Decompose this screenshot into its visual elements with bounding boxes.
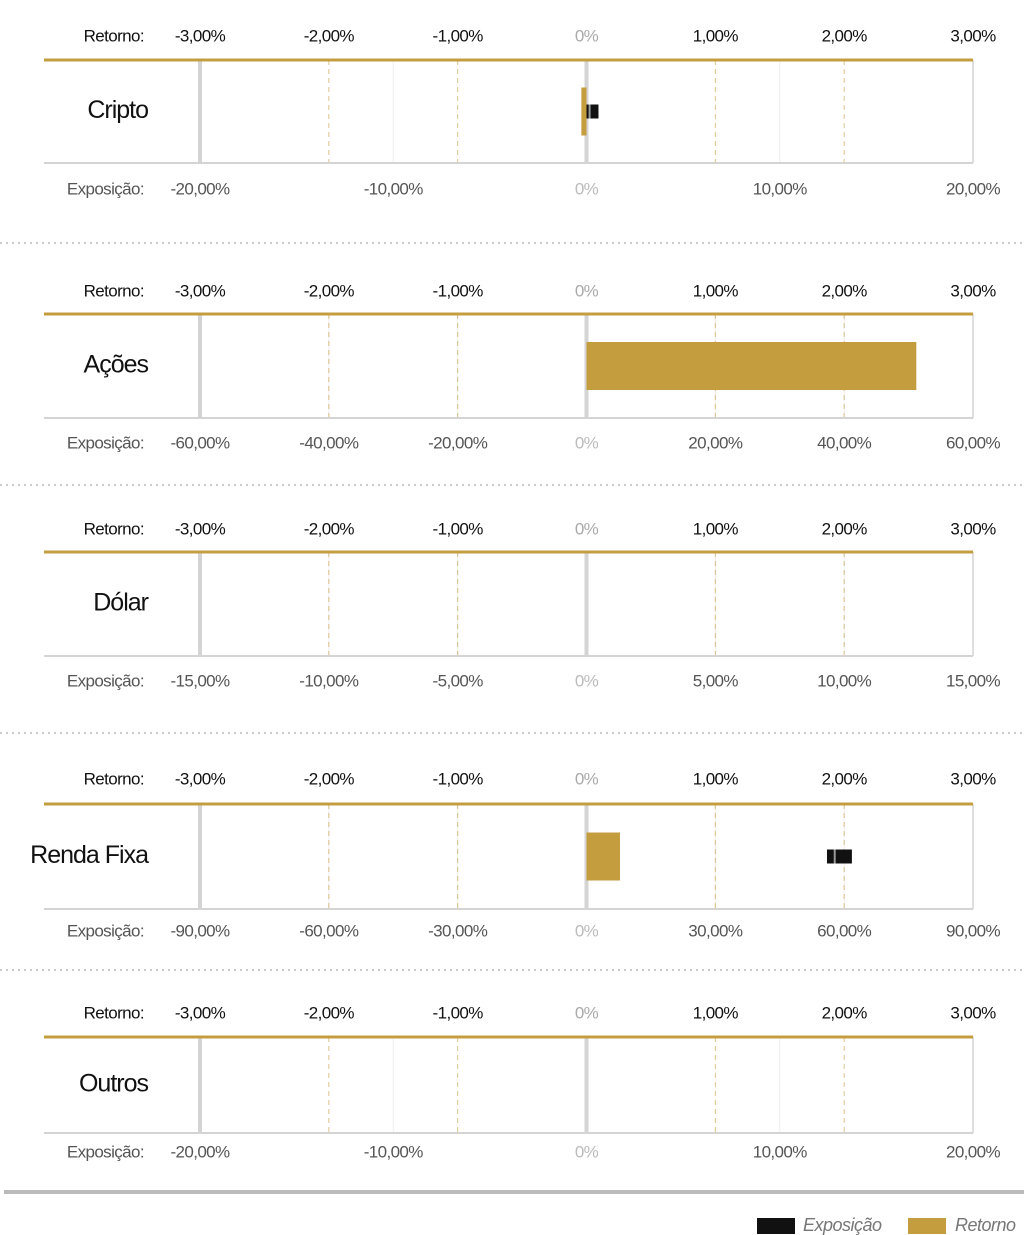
x-tick-label: 0% [575,281,599,300]
x2-tick-label: 0% [575,1142,599,1161]
x-tick-label: -1,00% [433,26,484,45]
x2-tick-label: 20,00% [688,433,743,452]
x-tick-label: -2,00% [304,281,355,300]
x-tick-label: 2,00% [822,281,868,300]
exposure-range [586,104,599,119]
category-label: Outros [79,1070,149,1098]
x-tick-label: 3,00% [950,26,996,45]
x-tick-label: 1,00% [693,281,739,300]
x-tick-label: 3,00% [950,1003,996,1022]
x-tick-label: 0% [575,769,599,788]
x-tick-label: -3,00% [175,769,226,788]
x-tick-label: 1,00% [693,519,739,538]
x2-tick-label: 60,00% [817,921,872,940]
x-tick-label: 2,00% [822,26,868,45]
x2-tick-label: 20,00% [946,179,1001,198]
x2-axis-label: Exposição: [67,433,144,452]
return-bar [586,342,917,390]
x-axis-label: Retorno: [84,26,144,45]
x2-axis-label: Exposição: [67,671,144,690]
x2-tick-label: 40,00% [817,433,872,452]
x-tick-label: -3,00% [175,26,226,45]
x2-tick-label: -90,00% [170,921,230,940]
x2-axis-label: Exposição: [67,921,144,940]
x-tick-label: 2,00% [822,519,868,538]
x-axis-label: Retorno: [84,769,144,788]
x-axis-label: Retorno: [84,1003,144,1022]
x2-tick-label: -60,00% [170,433,230,452]
category-label: Renda Fixa [30,841,149,869]
x-tick-label: -1,00% [433,281,484,300]
legend-label: Retorno [955,1215,1016,1235]
x2-tick-label: 10,00% [753,1142,808,1161]
legend-swatch [757,1218,795,1234]
x2-tick-label: 90,00% [946,921,1001,940]
x2-tick-label: 10,00% [817,671,872,690]
category-label: Ações [84,351,149,379]
x2-tick-label: -40,00% [299,433,359,452]
x-tick-label: -3,00% [175,1003,226,1022]
x2-tick-label: 30,00% [688,921,743,940]
x2-tick-label: -10,00% [364,179,424,198]
x2-axis-label: Exposição: [67,1142,144,1161]
x2-tick-label: 0% [575,671,599,690]
legend-label: Exposição [803,1215,882,1235]
x-tick-label: 3,00% [950,281,996,300]
return-bar [586,832,620,881]
x-tick-label: 0% [575,519,599,538]
x2-tick-label: -20,00% [170,1142,230,1161]
x2-tick-label: -10,00% [299,671,359,690]
x2-tick-label: 0% [575,179,599,198]
x-tick-label: 2,00% [822,1003,868,1022]
x2-tick-label: 5,00% [693,671,739,690]
x2-tick-label: 0% [575,433,599,452]
x-tick-label: -1,00% [433,519,484,538]
x-tick-label: 3,00% [950,519,996,538]
x-axis-label: Retorno: [84,519,144,538]
category-label: Dólar [93,589,148,617]
x-tick-label: 1,00% [693,26,739,45]
x-tick-label: 0% [575,26,599,45]
x-tick-label: -2,00% [304,26,355,45]
category-label: Cripto [87,96,148,124]
x2-tick-label: -5,00% [433,671,484,690]
x-tick-label: -2,00% [304,519,355,538]
x-tick-label: -3,00% [175,281,226,300]
x-tick-label: 0% [575,1003,599,1022]
x2-tick-label: -15,00% [170,671,230,690]
x-tick-label: -2,00% [304,1003,355,1022]
return-bar [581,87,587,136]
x-tick-label: 1,00% [693,769,739,788]
x2-tick-label: 0% [575,921,599,940]
x2-tick-label: 15,00% [946,671,1001,690]
exposure-range [826,849,852,864]
x-tick-label: -1,00% [433,1003,484,1022]
x2-tick-label: -10,00% [364,1142,424,1161]
x2-tick-label: 10,00% [753,179,808,198]
x2-tick-label: -60,00% [299,921,359,940]
x2-tick-label: 60,00% [946,433,1001,452]
x-axis-label: Retorno: [84,281,144,300]
x-tick-label: 3,00% [950,769,996,788]
x-tick-label: -3,00% [175,519,226,538]
x-tick-label: -1,00% [433,769,484,788]
x-tick-label: -2,00% [304,769,355,788]
x2-tick-label: -20,00% [428,433,488,452]
x2-tick-label: -30,00% [428,921,488,940]
x-tick-label: 1,00% [693,1003,739,1022]
x2-tick-label: -20,00% [170,179,230,198]
x2-tick-label: 20,00% [946,1142,1001,1161]
x2-axis-label: Exposição: [67,179,144,198]
legend-swatch [908,1218,946,1234]
x-tick-label: 2,00% [822,769,868,788]
